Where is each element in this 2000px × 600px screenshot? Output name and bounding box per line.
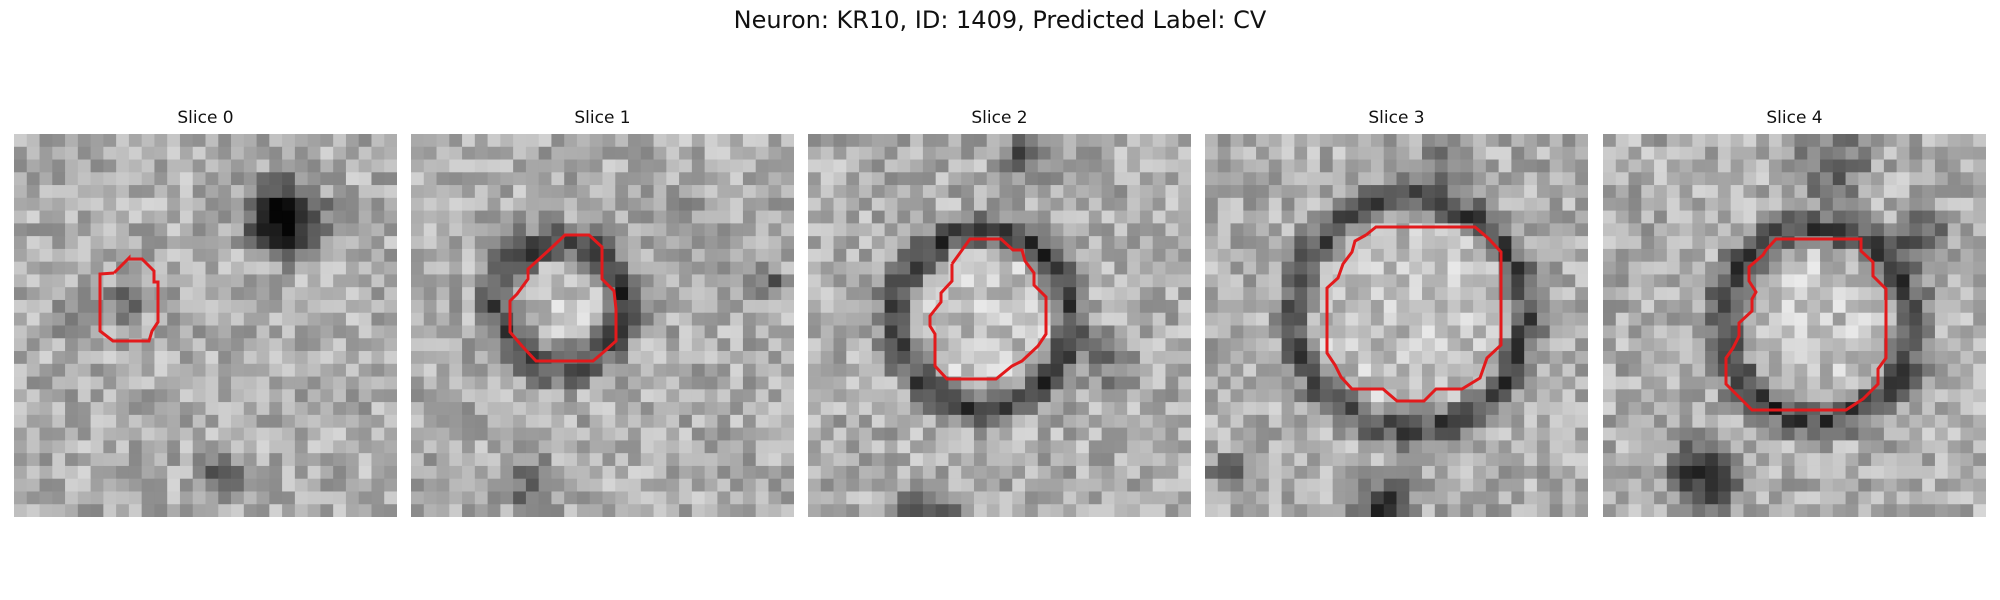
roi-outline-4 [1724,237,1888,412]
slice-title-2: Slice 2 [971,108,1028,128]
grayscale-tile-0 [14,134,397,517]
slice-image-1 [411,134,794,517]
slice-image-4 [1603,134,1986,517]
grayscale-tile-4 [1603,134,1986,517]
slice-panel-0: Slice 0 [14,108,397,518]
slice-panel-1: Slice 1 [411,108,794,518]
slice-panel-3: Slice 3 [1205,108,1588,518]
slice-title-3: Slice 3 [1368,108,1425,128]
figure-title: Neuron: KR10, ID: 1409, Predicted Label:… [733,6,1267,34]
roi-outline-0 [98,254,160,343]
grayscale-tile-3 [1205,134,1588,517]
grayscale-tile-2 [808,134,1191,517]
slice-panel-2: Slice 2 [808,108,1191,518]
slice-image-0 [14,134,397,517]
roi-outline-1 [508,233,618,363]
grayscale-tile-1 [411,134,794,517]
roi-outline-2 [928,237,1048,381]
slice-image-2 [808,134,1191,517]
slice-title-4: Slice 4 [1766,108,1823,128]
slice-panel-4: Slice 4 [1603,108,1986,518]
slice-title-1: Slice 1 [574,108,631,128]
slice-image-3 [1205,134,1588,517]
roi-outline-3 [1325,225,1503,403]
slice-title-0: Slice 0 [177,108,234,128]
